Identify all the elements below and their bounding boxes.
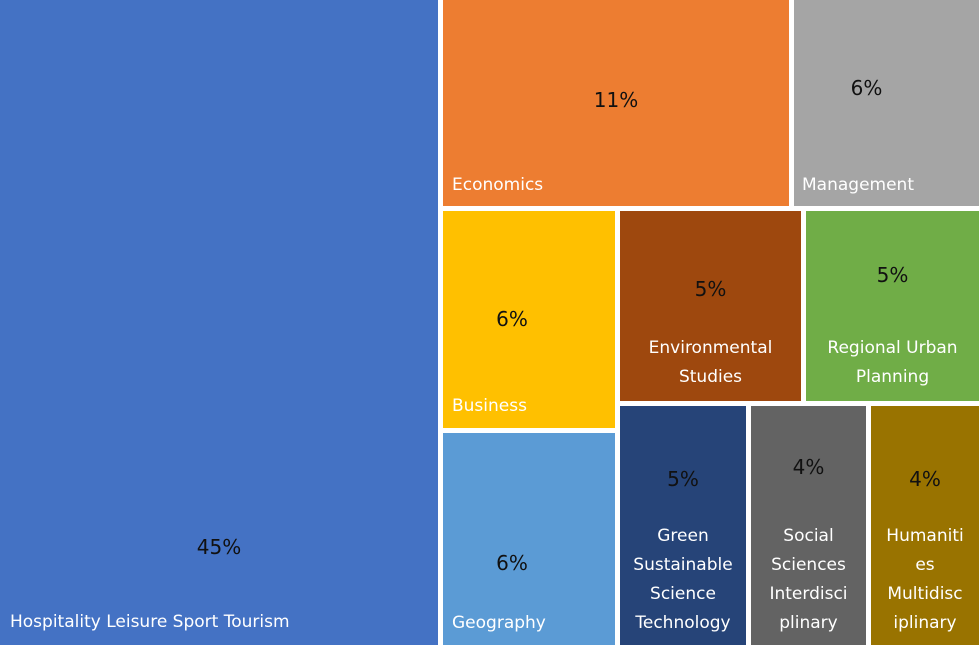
treemap-tile-green-sustainable-science-technology: 5% Green Sustainable Science Technology xyxy=(620,406,746,645)
tile-category-label: Economics xyxy=(452,175,544,195)
tile-category-label: Management xyxy=(802,175,914,195)
tile-value-label: 5% xyxy=(876,263,909,287)
tile-value-label: 6% xyxy=(496,551,528,575)
treemap-tile-economics: 11% Economics xyxy=(443,0,789,206)
treemap-tile-business: 6% Business xyxy=(443,211,615,428)
treemap-tile-regional-urban-planning: 5% Regional Urban Planning xyxy=(806,211,979,401)
tile-category-label: Regional Urban Planning xyxy=(827,338,958,387)
treemap-tile-environmental-studies: 5% Environmental Studies xyxy=(620,211,801,401)
tile-value-label: 4% xyxy=(909,467,941,491)
tile-value-label: 6% xyxy=(496,307,528,331)
treemap-tile-hospitality-leisure-sport-tourism: 45% Hospitality Leisure Sport Tourism xyxy=(0,0,438,645)
tile-value-label: 45% xyxy=(196,535,242,559)
treemap-tile-geography: 6% Geography xyxy=(443,433,615,645)
tile-value-label: 5% xyxy=(667,467,699,491)
tile-value-label: 11% xyxy=(593,88,639,112)
tile-category-label: Environmental Studies xyxy=(648,338,773,387)
treemap-tile-humanities-multidisciplinary: 4% Humaniti es Multidisc iplinary xyxy=(871,406,979,645)
tile-category-label: Business xyxy=(452,396,527,416)
tile-category-label: Humaniti es Multidisc iplinary xyxy=(886,526,964,633)
treemap-tile-social-sciences-interdisciplinary: 4% Social Sciences Interdisci plinary xyxy=(751,406,866,645)
tile-value-label: 6% xyxy=(850,76,883,100)
tile-category-label: Social Sciences Interdisci plinary xyxy=(769,526,848,633)
tile-category-label: Geography xyxy=(452,613,546,633)
tile-category-label: Green Sustainable Science Technology xyxy=(633,526,733,633)
tile-value-label: 5% xyxy=(694,277,727,301)
tile-category-label: Hospitality Leisure Sport Tourism xyxy=(10,612,290,632)
treemap-tile-management: 6% Management xyxy=(794,0,979,206)
tile-value-label: 4% xyxy=(792,455,825,479)
